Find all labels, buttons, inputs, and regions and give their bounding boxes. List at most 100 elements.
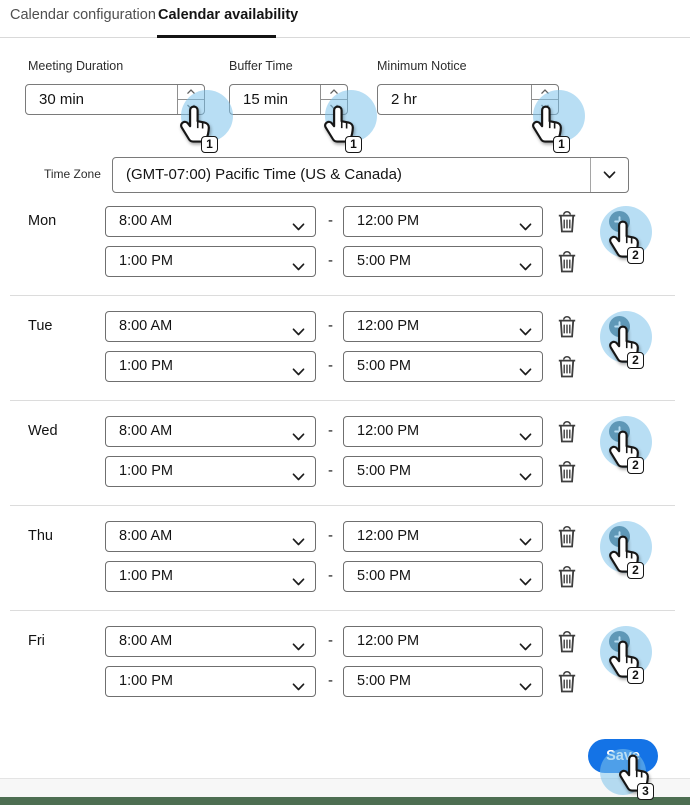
stepper-down-button[interactable]	[532, 100, 558, 114]
add-slot-button[interactable]	[609, 631, 630, 652]
buffer-time-value: 15 min	[243, 91, 289, 108]
delete-slot-button[interactable]	[557, 525, 577, 548]
timezone-value: (GMT-07:00) Pacific Time (US & Canada)	[126, 166, 402, 183]
trash-icon	[557, 315, 577, 338]
stepper-down-button[interactable]	[178, 100, 204, 114]
minimum-notice-input[interactable]: 2 hr	[377, 84, 559, 115]
delete-slot-button[interactable]	[557, 460, 577, 483]
day-label: Tue	[28, 318, 53, 334]
start-time-select[interactable]: 8:00 AM	[105, 206, 316, 237]
range-separator: -	[328, 212, 333, 229]
tab-calendar-availability[interactable]: Calendar availability	[158, 7, 299, 23]
start-time-select[interactable]: 1:00 PM	[105, 561, 316, 592]
meeting-duration-input[interactable]: 30 min	[25, 84, 205, 115]
day-label: Thu	[28, 528, 53, 544]
time-slot-row: 1:00 PM - 5:00 PM	[0, 561, 690, 592]
end-time-select[interactable]: 5:00 PM	[343, 561, 543, 592]
buffer-time-input[interactable]: 15 min	[229, 84, 348, 115]
chevron-down-icon	[292, 573, 305, 591]
range-separator: -	[328, 632, 333, 649]
add-slot-button[interactable]	[609, 421, 630, 442]
time-slot-row: 8:00 AM - 12:00 PM	[0, 416, 690, 447]
end-time-select[interactable]: 5:00 PM	[343, 246, 543, 277]
range-separator: -	[328, 567, 333, 584]
end-time-select[interactable]: 5:00 PM	[343, 666, 543, 697]
buffer-time-label: Buffer Time	[229, 59, 293, 73]
chevron-down-icon	[292, 638, 305, 656]
meeting-duration-label: Meeting Duration	[28, 59, 124, 73]
day-section-tue: Tue 8:00 AM - 12:00 PM 1:00 PM - 5:00 PM	[0, 311, 690, 391]
chevron-down-icon	[292, 363, 305, 381]
start-time-select[interactable]: 1:00 PM	[105, 456, 316, 487]
timezone-label: Time Zone	[44, 167, 101, 181]
start-time-select[interactable]: 8:00 AM	[105, 626, 316, 657]
plus-icon	[614, 216, 625, 227]
chevron-down-icon	[292, 258, 305, 276]
buffer-time-stepper	[320, 85, 347, 114]
end-time-select[interactable]: 5:00 PM	[343, 351, 543, 382]
trash-icon	[557, 670, 577, 693]
time-slot-row: 8:00 AM - 12:00 PM	[0, 626, 690, 657]
chevron-down-icon	[540, 104, 550, 110]
end-time-select[interactable]: 5:00 PM	[343, 456, 543, 487]
trash-icon	[557, 565, 577, 588]
delete-slot-button[interactable]	[557, 315, 577, 338]
end-time-select[interactable]: 12:00 PM	[343, 206, 543, 237]
time-slot-row: 8:00 AM - 12:00 PM	[0, 311, 690, 342]
delete-slot-button[interactable]	[557, 565, 577, 588]
delete-slot-button[interactable]	[557, 355, 577, 378]
range-separator: -	[328, 527, 333, 544]
range-separator: -	[328, 317, 333, 334]
add-slot-button[interactable]	[609, 316, 630, 337]
stepper-up-button[interactable]	[178, 85, 204, 100]
delete-slot-button[interactable]	[557, 250, 577, 273]
minimum-notice-stepper	[531, 85, 558, 114]
timezone-select[interactable]: (GMT-07:00) Pacific Time (US & Canada)	[112, 157, 629, 193]
add-slot-button[interactable]	[609, 526, 630, 547]
stepper-up-button[interactable]	[321, 85, 347, 100]
end-time-select[interactable]: 12:00 PM	[343, 626, 543, 657]
chevron-down-icon	[519, 428, 532, 446]
chevron-down-icon	[519, 678, 532, 696]
chevron-down-icon	[292, 533, 305, 551]
time-slot-row: 1:00 PM - 5:00 PM	[0, 456, 690, 487]
start-time-select[interactable]: 1:00 PM	[105, 246, 316, 277]
meeting-duration-value: 30 min	[39, 91, 85, 108]
range-separator: -	[328, 422, 333, 439]
chevron-up-icon	[540, 89, 550, 95]
active-tab-underline	[157, 35, 276, 38]
start-time-select[interactable]: 1:00 PM	[105, 351, 316, 382]
day-label: Wed	[28, 423, 58, 439]
range-separator: -	[328, 462, 333, 479]
section-divider	[10, 610, 675, 611]
delete-slot-button[interactable]	[557, 420, 577, 443]
chevron-up-icon	[186, 89, 196, 95]
step-number-badge: 1	[201, 136, 218, 153]
range-separator: -	[328, 357, 333, 374]
stepper-up-button[interactable]	[532, 85, 558, 100]
time-slot-row: 8:00 AM - 12:00 PM	[0, 206, 690, 237]
start-time-select[interactable]: 8:00 AM	[105, 311, 316, 342]
delete-slot-button[interactable]	[557, 670, 577, 693]
end-time-select[interactable]: 12:00 PM	[343, 311, 543, 342]
add-slot-button[interactable]	[609, 211, 630, 232]
start-time-select[interactable]: 8:00 AM	[105, 416, 316, 447]
chevron-down-icon	[292, 218, 305, 236]
save-button[interactable]: Save	[588, 739, 658, 773]
delete-slot-button[interactable]	[557, 630, 577, 653]
stepper-down-button[interactable]	[321, 100, 347, 114]
day-section-wed: Wed 8:00 AM - 12:00 PM 1:00 PM - 5:00 PM	[0, 416, 690, 496]
end-time-select[interactable]: 12:00 PM	[343, 416, 543, 447]
meeting-duration-stepper	[177, 85, 204, 114]
start-time-select[interactable]: 1:00 PM	[105, 666, 316, 697]
minimum-notice-label: Minimum Notice	[377, 59, 467, 73]
end-time-select[interactable]: 12:00 PM	[343, 521, 543, 552]
start-time-select[interactable]: 8:00 AM	[105, 521, 316, 552]
plus-icon	[614, 321, 625, 332]
tab-calendar-configuration[interactable]: Calendar configuration	[10, 7, 156, 23]
tabs-divider	[0, 37, 690, 38]
delete-slot-button[interactable]	[557, 210, 577, 233]
chevron-down-icon	[292, 678, 305, 696]
trash-icon	[557, 210, 577, 233]
